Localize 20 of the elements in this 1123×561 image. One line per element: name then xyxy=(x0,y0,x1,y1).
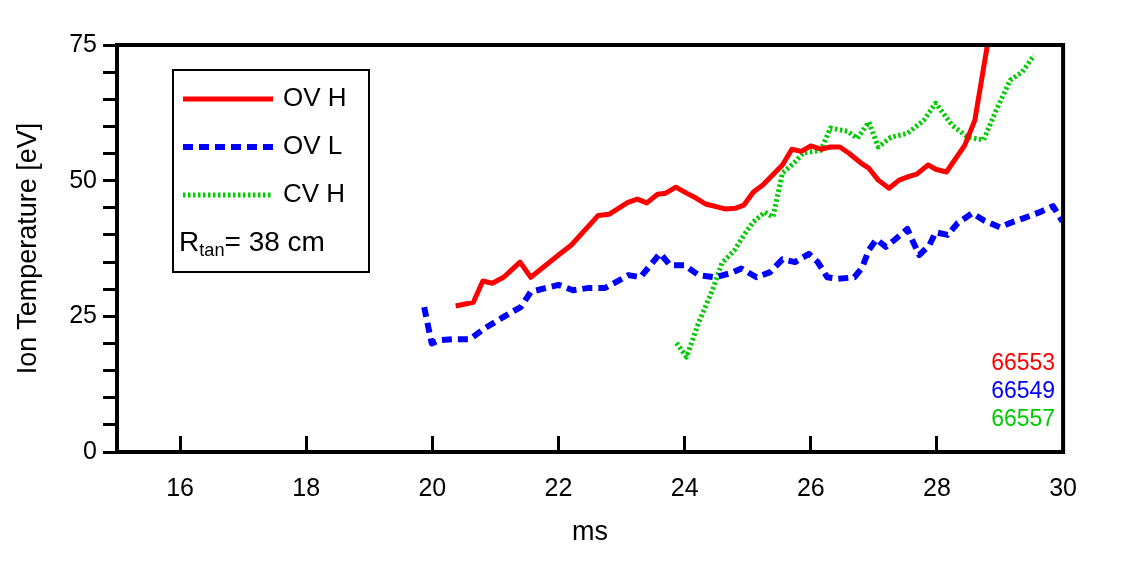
x-tick-label: 18 xyxy=(292,472,321,501)
y-tick-label: 50 xyxy=(69,164,97,193)
x-tick-label: 16 xyxy=(166,472,194,501)
y-axis-title: Ion Temperature [eV] xyxy=(11,122,42,375)
x-tick-label: 26 xyxy=(796,472,825,501)
annotation: 66549 xyxy=(991,377,1056,404)
x-tick-label: 22 xyxy=(544,472,573,501)
x-tick-label: 20 xyxy=(418,472,447,501)
y-tick-label: 25 xyxy=(69,300,97,329)
legend-label: OV L xyxy=(283,130,343,161)
annotation: 66553 xyxy=(991,349,1056,376)
y-tick-label: 75 xyxy=(69,28,97,57)
legend-label: CV H xyxy=(283,178,346,209)
legend-label: OV H xyxy=(283,82,347,113)
x-tick-label: 24 xyxy=(670,472,699,501)
y-tick-label: 0 xyxy=(83,435,97,464)
x-tick-label: 30 xyxy=(1049,472,1077,501)
annotation: 66557 xyxy=(991,405,1056,432)
x-axis-title: ms xyxy=(572,516,609,547)
x-tick-label: 28 xyxy=(923,472,951,501)
